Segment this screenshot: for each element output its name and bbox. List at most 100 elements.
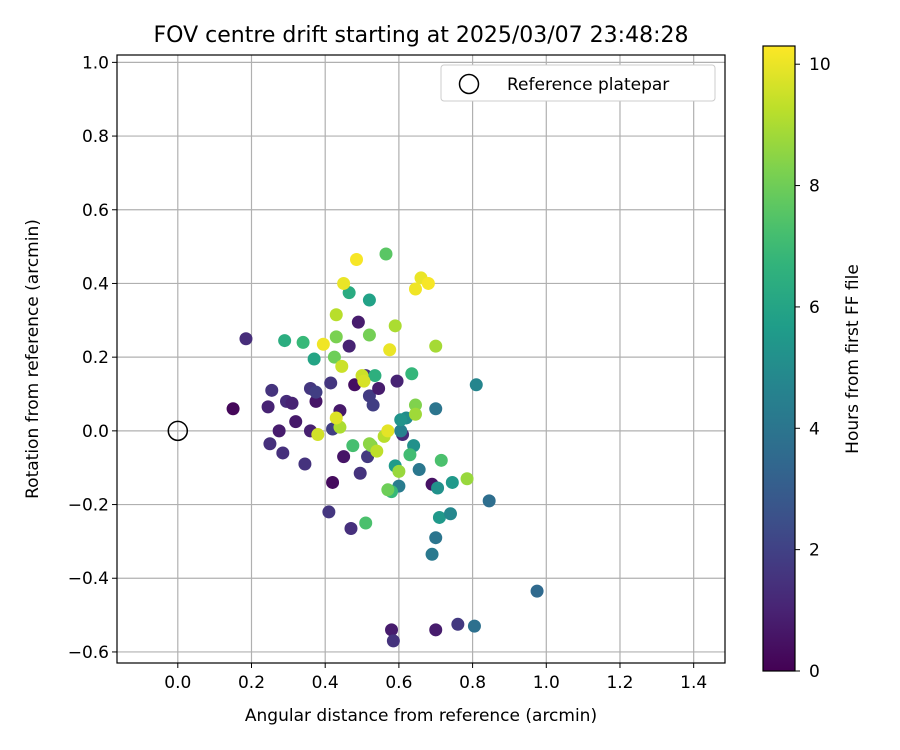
colorbar-ticks: 0 2 4 6 8 10 xyxy=(795,55,831,682)
data-point xyxy=(226,402,240,416)
data-point xyxy=(322,505,336,519)
data-point xyxy=(445,475,459,489)
data-point xyxy=(289,415,303,429)
data-point xyxy=(324,376,338,390)
data-point xyxy=(443,507,457,521)
data-point xyxy=(408,282,422,296)
data-point xyxy=(362,293,376,307)
data-point xyxy=(298,457,312,471)
colorbar-tick-label: 0 xyxy=(809,662,820,682)
x-tick-label: 1.4 xyxy=(680,673,707,693)
data-point xyxy=(394,424,408,438)
data-point xyxy=(309,394,323,408)
data-point xyxy=(429,623,443,637)
data-point xyxy=(390,374,404,388)
data-point xyxy=(307,352,321,366)
data-point xyxy=(421,276,435,290)
y-tick-label: 0.0 xyxy=(82,422,109,442)
data-point xyxy=(434,453,448,467)
data-point xyxy=(408,407,422,421)
data-point xyxy=(329,330,343,344)
data-point xyxy=(408,398,422,412)
legend: Reference platepar xyxy=(440,64,716,102)
x-tick-label: 0.0 xyxy=(164,673,191,693)
data-point xyxy=(353,466,367,480)
data-point xyxy=(342,339,356,353)
data-point xyxy=(351,315,365,329)
data-point xyxy=(392,464,406,478)
data-point xyxy=(335,359,349,373)
data-point xyxy=(379,247,393,261)
colorbar-tick-label: 10 xyxy=(809,55,831,75)
y-tick-label: −0.6 xyxy=(68,643,109,663)
x-tick-label: 0.8 xyxy=(459,673,486,693)
x-tick-label: 0.2 xyxy=(238,673,265,693)
plot-frame xyxy=(116,54,726,664)
data-point xyxy=(381,483,395,497)
data-point xyxy=(337,450,351,464)
reference-platepar-marker xyxy=(167,420,189,442)
data-point xyxy=(372,381,386,395)
data-point xyxy=(530,584,544,598)
colorbar-gradient xyxy=(762,45,796,672)
data-point xyxy=(329,308,343,322)
y-tick-label: −0.2 xyxy=(68,496,109,516)
data-point xyxy=(285,396,299,410)
data-point xyxy=(278,334,292,348)
y-tick-label: 0.8 xyxy=(82,127,109,147)
chart-title: FOV centre drift starting at 2025/03/07 … xyxy=(154,23,689,48)
y-axis-label: Rotation from reference (arcmin) xyxy=(23,219,43,499)
colorbar-tick-label: 8 xyxy=(809,177,820,197)
data-point xyxy=(467,619,481,633)
data-point xyxy=(469,378,483,392)
data-point xyxy=(311,428,325,442)
data-point xyxy=(368,369,382,383)
data-point xyxy=(385,623,399,637)
data-point xyxy=(326,475,340,489)
data-point xyxy=(263,437,277,451)
data-point xyxy=(432,510,446,524)
data-point xyxy=(359,516,373,530)
colorbar-tick-label: 4 xyxy=(809,419,820,439)
data-point xyxy=(366,398,380,412)
x-axis-ticks: 0.0 0.2 0.4 0.6 0.8 1.0 1.2 1.4 xyxy=(164,663,707,693)
x-tick-label: 0.4 xyxy=(312,673,339,693)
data-point xyxy=(381,424,395,438)
y-tick-label: −0.4 xyxy=(68,569,109,589)
data-point xyxy=(316,337,330,351)
legend-entry-reference-platepar: Reference platepar xyxy=(507,75,669,95)
y-axis-ticks: −0.6 −0.4 −0.2 0.0 0.2 0.4 0.6 0.8 1.0 xyxy=(68,53,117,663)
y-tick-label: 1.0 xyxy=(82,53,109,73)
data-point xyxy=(329,411,343,425)
data-point xyxy=(451,617,465,631)
colorbar: 0 2 4 6 8 10 Hours from first FF file xyxy=(762,45,863,682)
data-point xyxy=(261,400,275,414)
data-point xyxy=(405,367,419,381)
x-tick-label: 1.0 xyxy=(533,673,560,693)
x-tick-label: 0.6 xyxy=(385,673,412,693)
legend-reference-marker xyxy=(458,73,480,95)
data-point xyxy=(344,522,358,536)
data-point xyxy=(460,472,474,486)
data-point xyxy=(327,350,341,364)
y-tick-label: 0.2 xyxy=(82,348,109,368)
data-point xyxy=(276,446,290,460)
data-point xyxy=(239,332,253,346)
data-point xyxy=(403,448,417,462)
colorbar-tick-label: 2 xyxy=(809,541,820,561)
data-point xyxy=(357,374,371,388)
x-tick-label: 1.2 xyxy=(606,673,633,693)
x-axis-label: Angular distance from reference (arcmin) xyxy=(245,706,597,726)
data-point xyxy=(265,383,279,397)
data-point xyxy=(388,319,402,333)
data-point xyxy=(429,531,443,545)
data-point xyxy=(431,481,445,495)
data-point xyxy=(337,276,351,290)
data-point xyxy=(296,335,310,349)
data-point xyxy=(362,328,376,342)
colorbar-tick-label: 6 xyxy=(809,298,820,318)
plot-background xyxy=(117,55,725,663)
legend-box xyxy=(440,64,716,102)
colorbar-label: Hours from first FF file xyxy=(843,264,863,454)
